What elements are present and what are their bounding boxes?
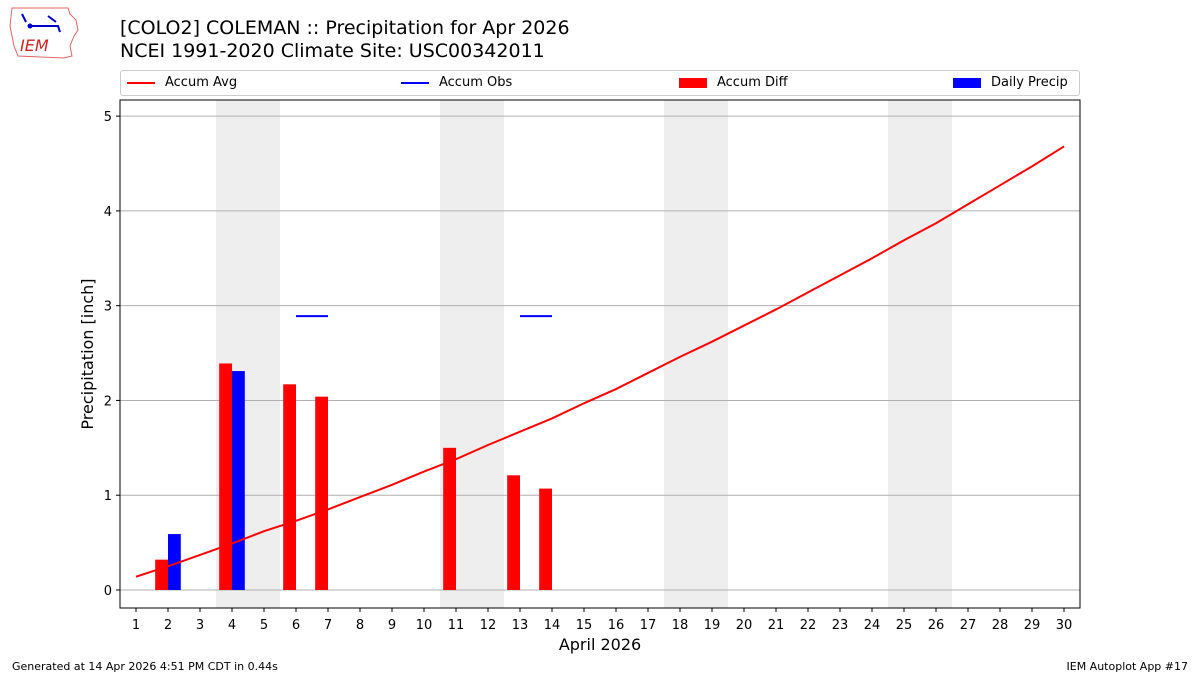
chart-title: [COLO2] COLEMAN :: Precipitation for Apr… — [120, 17, 570, 39]
footer-generated: Generated at 14 Apr 2026 4:51 PM CDT in … — [12, 660, 278, 673]
x-tick-label: 24 — [864, 618, 881, 633]
x-axis-label: April 2026 — [559, 635, 641, 654]
y-tick-label: 0 — [104, 584, 112, 599]
x-tick-label: 23 — [832, 618, 849, 633]
accum-avg-line — [135, 145, 1065, 578]
legend-accum-diff: Accum Diff — [679, 75, 788, 90]
x-tick-label: 3 — [196, 618, 204, 633]
daily-precip-bar — [168, 534, 181, 590]
x-tick-label: 8 — [356, 618, 364, 633]
accum-diff-bar — [219, 363, 232, 590]
x-tick-label: 4 — [228, 618, 236, 633]
x-tick-label: 18 — [672, 618, 689, 633]
x-tick-label: 16 — [608, 618, 625, 633]
svg-text:IEM: IEM — [20, 36, 49, 55]
x-tick-label: 1 — [132, 618, 140, 633]
daily-precip-bar — [232, 371, 245, 590]
y-axis-label: Precipitation [inch] — [78, 278, 97, 429]
x-tick-label: 30 — [1056, 618, 1073, 633]
x-tick-label: 10 — [416, 618, 433, 633]
footer-app: IEM Autoplot App #17 — [1066, 660, 1189, 673]
y-tick-label: 1 — [104, 489, 112, 504]
x-tick-label: 15 — [576, 618, 593, 633]
legend: Accum Avg Accum Obs Accum Diff Daily Pre… — [120, 70, 1080, 96]
x-tick-label: 25 — [896, 618, 913, 633]
x-tick-label: 21 — [768, 618, 785, 633]
x-tick-label: 28 — [992, 618, 1009, 633]
weekend-shade — [888, 100, 952, 608]
x-tick-label: 6 — [292, 618, 300, 633]
x-tick-label: 13 — [512, 618, 529, 633]
x-tick-label: 5 — [260, 618, 268, 633]
x-tick-label: 26 — [928, 618, 945, 633]
accum-diff-bar — [443, 447, 456, 590]
y-tick-label: 2 — [104, 394, 112, 409]
plot-frame — [119, 99, 1081, 609]
x-tick-label: 11 — [448, 618, 465, 633]
x-tick-label: 14 — [544, 618, 561, 633]
weekend-shade — [664, 100, 728, 608]
legend-daily-precip: Daily Precip — [953, 75, 1068, 90]
iem-logo: IEM — [9, 7, 79, 59]
accum-diff-bar — [507, 475, 520, 590]
y-tick-label: 5 — [104, 110, 112, 125]
x-tick-label: 19 — [704, 618, 721, 633]
x-tick-label: 2 — [164, 618, 172, 633]
legend-accum-avg: Accum Avg — [127, 75, 237, 90]
legend-accum-obs: Accum Obs — [401, 75, 512, 90]
x-tick-label: 9 — [388, 618, 396, 633]
x-tick-label: 27 — [960, 618, 977, 633]
x-tick-label: 7 — [324, 618, 332, 633]
y-tick-label: 3 — [104, 300, 112, 315]
chart-subtitle: NCEI 1991-2020 Climate Site: USC00342011 — [120, 40, 545, 62]
x-tick-label: 29 — [1024, 618, 1041, 633]
x-tick-label: 20 — [736, 618, 753, 633]
accum-diff-bar — [539, 488, 552, 590]
x-tick-label: 17 — [640, 618, 657, 633]
accum-diff-bar — [283, 384, 296, 590]
accum-diff-bar — [155, 559, 168, 590]
accum-diff-bar — [315, 396, 328, 590]
x-tick-label: 12 — [480, 618, 497, 633]
y-tick-label: 4 — [104, 205, 112, 220]
x-tick-label: 22 — [800, 618, 817, 633]
